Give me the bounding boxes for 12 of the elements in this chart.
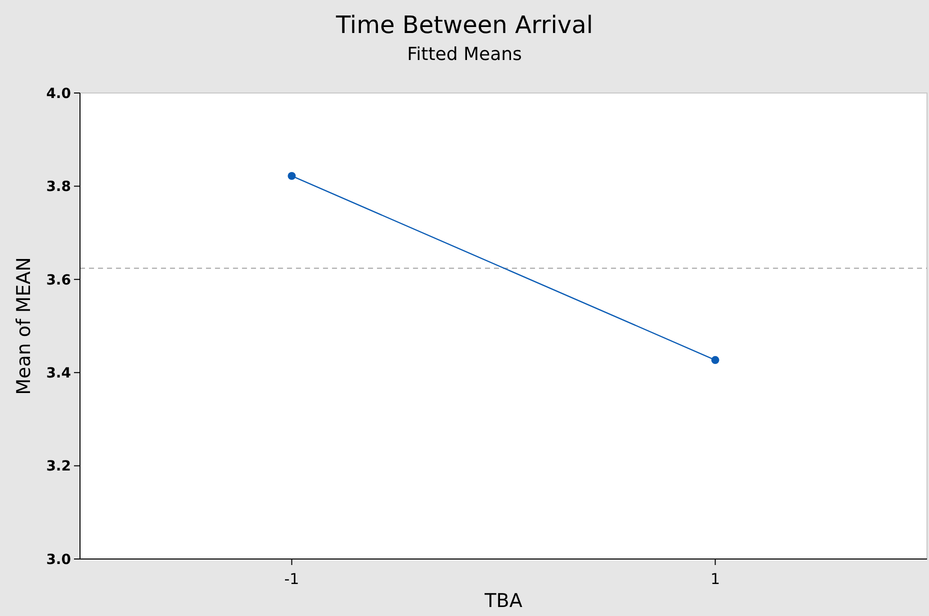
x-tick-label: -1 xyxy=(284,570,300,588)
chart-title: Time Between Arrival xyxy=(335,11,593,39)
y-tick-label: 3.0 xyxy=(46,552,72,568)
x-tick-label: 1 xyxy=(710,570,720,588)
y-axis-title: Mean of MEAN xyxy=(13,257,35,395)
chart-subtitle: Fitted Means xyxy=(407,44,522,65)
y-tick-label: 3.4 xyxy=(46,366,72,382)
y-tick-label: 3.6 xyxy=(46,272,71,288)
y-tick-label: 3.2 xyxy=(46,458,71,475)
x-axis-title: TBA xyxy=(484,590,522,612)
y-tick-label: 3.8 xyxy=(46,179,71,196)
y-tick-label: 4.0 xyxy=(46,86,72,102)
